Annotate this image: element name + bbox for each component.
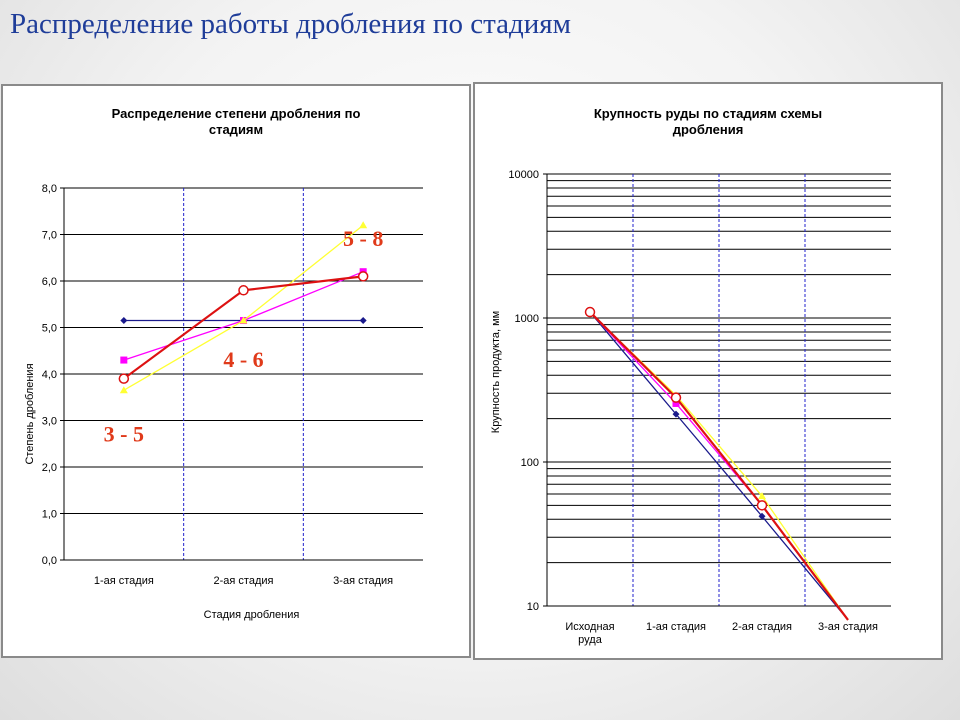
size-chart: 10 100 1000 10000 Исходная руда 1-ая стадия 2-а… xyxy=(490,169,891,646)
x-tick-label: 1-ая стадия xyxy=(94,575,154,587)
x-tick-label: 2-ая стадия xyxy=(214,575,274,587)
y-tick-label: 0,0 xyxy=(42,555,57,567)
data-point xyxy=(120,317,128,325)
y-tick-label: 100 xyxy=(521,457,539,469)
ratio-chart-panel: Распределение степени дробления по стади… xyxy=(1,84,471,658)
size-chart-title: Крупность руды по стадиям схемы дроблени… xyxy=(593,106,823,137)
x-tick-label: 3-ая стадия xyxy=(818,621,878,633)
ratio-chart-title: Распределение степени дробления по стади… xyxy=(111,106,361,137)
y-tick-label: 1000 xyxy=(515,313,539,325)
data-point xyxy=(359,221,368,229)
data-point xyxy=(756,500,768,511)
data-point xyxy=(584,306,596,318)
y-tick-label: 5,0 xyxy=(42,323,57,335)
data-point xyxy=(118,373,130,384)
x-axis-label: Стадия дробления xyxy=(204,609,300,621)
data-point xyxy=(758,512,766,520)
y-axis-label: Степень дробления xyxy=(24,363,36,464)
data-point xyxy=(120,356,128,364)
x-tick-label: Исходная руда xyxy=(565,621,614,646)
y-tick-label: 7,0 xyxy=(42,230,57,242)
x-tick-label: 1-ая стадия xyxy=(646,621,706,633)
slide-title: Распределение работы дробления по стадия… xyxy=(10,8,571,40)
x-tick-label: 3-ая стадия xyxy=(333,575,393,587)
y-tick-label: 8,0 xyxy=(42,183,57,195)
data-point xyxy=(672,399,680,407)
ratio-chart: 0,0 1,0 2,0 3,0 4,0 5,0 6,0 7,0 8,0 1-ая стадия 2-… xyxy=(24,183,423,621)
y-tick-label: 4,0 xyxy=(42,369,57,381)
y-axis-label: Крупность продукта, мм xyxy=(490,311,502,433)
data-point xyxy=(239,316,248,324)
range-annotation: 3 - 5 xyxy=(104,421,144,446)
series-line xyxy=(589,311,849,621)
size-chart-panel: Крупность руды по стадиям схемы дроблени… xyxy=(473,82,943,660)
y-tick-label: 3,0 xyxy=(42,416,57,428)
y-tick-label: 1,0 xyxy=(42,509,57,521)
data-point xyxy=(119,386,128,394)
data-point xyxy=(758,492,766,500)
series-line xyxy=(589,311,849,621)
range-annotation: 5 - 8 xyxy=(343,226,383,251)
x-tick-label: 2-ая стадия xyxy=(732,621,792,633)
data-point xyxy=(238,285,249,296)
data-point xyxy=(359,317,367,325)
data-point xyxy=(672,410,680,418)
range-annotation: 4 - 6 xyxy=(223,347,263,372)
y-tick-label: 10000 xyxy=(508,169,539,181)
y-tick-label: 6,0 xyxy=(42,276,57,288)
data-point xyxy=(357,271,369,282)
data-point xyxy=(670,392,682,403)
y-tick-label: 10 xyxy=(527,601,539,613)
y-tick-label: 2,0 xyxy=(42,462,57,474)
